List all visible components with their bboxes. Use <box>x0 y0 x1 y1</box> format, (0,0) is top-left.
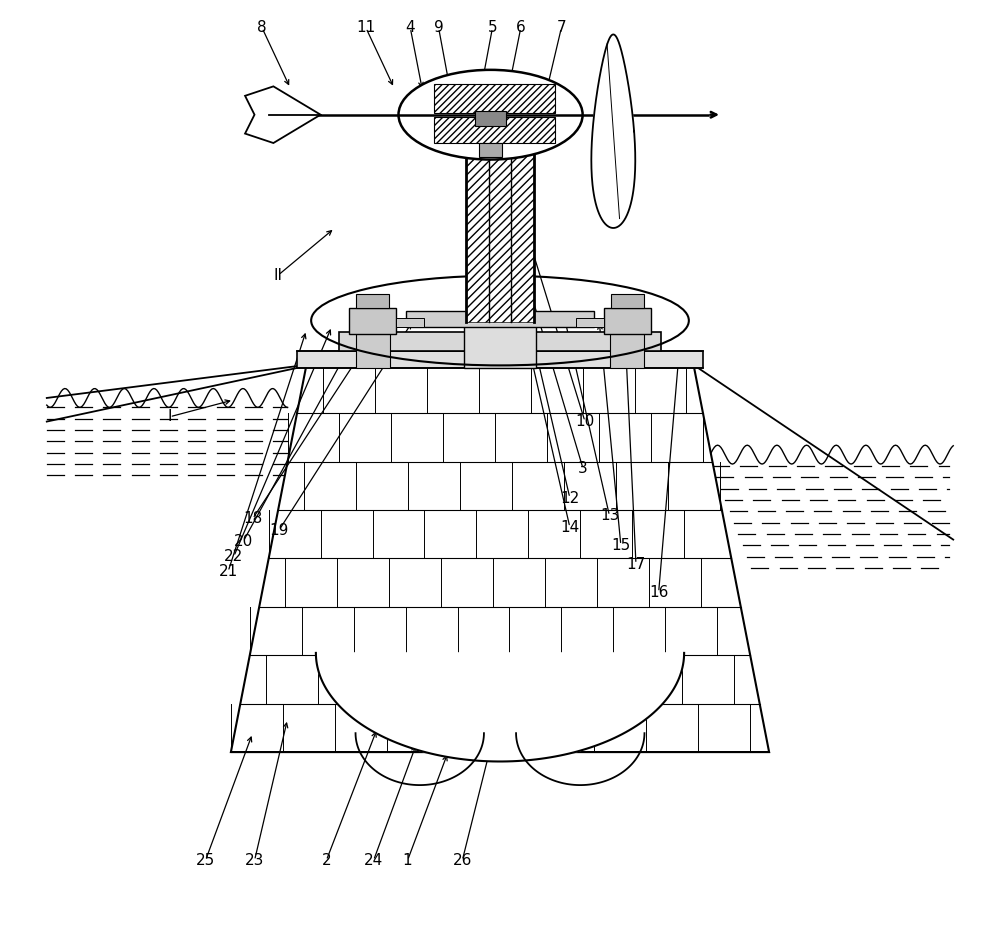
Text: 22: 22 <box>224 549 243 564</box>
Text: 12: 12 <box>560 491 579 506</box>
Text: 25: 25 <box>196 853 215 868</box>
Text: 4: 4 <box>405 20 415 35</box>
Text: 17: 17 <box>626 557 646 572</box>
Text: 2: 2 <box>321 853 331 868</box>
Text: 18: 18 <box>243 511 262 527</box>
Polygon shape <box>231 365 769 752</box>
Polygon shape <box>591 34 635 228</box>
Text: 20: 20 <box>234 534 253 549</box>
Polygon shape <box>475 111 506 126</box>
Text: 10: 10 <box>575 414 595 429</box>
Polygon shape <box>297 350 703 367</box>
Polygon shape <box>245 86 321 143</box>
Text: II: II <box>274 268 283 283</box>
Polygon shape <box>356 295 389 309</box>
Polygon shape <box>396 317 424 327</box>
Text: 14: 14 <box>560 520 579 535</box>
Polygon shape <box>576 317 604 327</box>
Text: 5: 5 <box>488 20 497 35</box>
Text: 16: 16 <box>649 585 668 600</box>
Text: 7: 7 <box>557 20 566 35</box>
Polygon shape <box>349 309 396 333</box>
Ellipse shape <box>398 70 583 159</box>
Text: 9: 9 <box>434 20 444 35</box>
Polygon shape <box>434 116 555 143</box>
Polygon shape <box>466 143 534 322</box>
Text: 8: 8 <box>257 20 267 35</box>
Polygon shape <box>316 652 684 761</box>
Text: 6: 6 <box>516 20 526 35</box>
Polygon shape <box>434 84 555 113</box>
Text: 13: 13 <box>600 509 619 524</box>
Text: 1: 1 <box>403 853 412 868</box>
Polygon shape <box>611 295 644 309</box>
Text: 21: 21 <box>218 564 238 580</box>
Text: 11: 11 <box>356 20 376 35</box>
Polygon shape <box>604 309 651 333</box>
Text: 19: 19 <box>269 523 289 538</box>
Polygon shape <box>479 143 502 157</box>
Polygon shape <box>339 331 661 350</box>
Polygon shape <box>464 322 536 367</box>
Text: 26: 26 <box>453 853 472 868</box>
Text: I: I <box>167 409 172 424</box>
Text: 3: 3 <box>578 461 588 476</box>
Polygon shape <box>479 143 502 157</box>
Polygon shape <box>610 331 644 367</box>
Text: 23: 23 <box>245 853 264 868</box>
Polygon shape <box>406 312 594 327</box>
Text: 15: 15 <box>611 538 630 553</box>
Polygon shape <box>356 331 390 367</box>
Text: 24: 24 <box>364 853 383 868</box>
